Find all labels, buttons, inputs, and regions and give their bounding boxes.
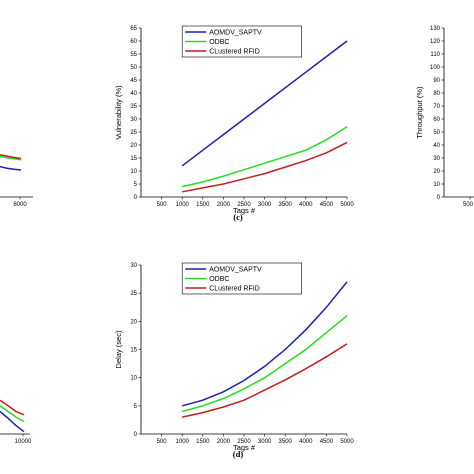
y-tick-label: 100	[430, 65, 441, 71]
y-tick-label: 25	[130, 130, 137, 136]
x-tick-label: 3000	[258, 439, 272, 445]
y-tick-label: 10	[130, 169, 137, 175]
x-tick-label: 5000	[340, 439, 354, 445]
x-tick-label: 1000	[176, 202, 190, 208]
x-axis-label: Tags #	[233, 443, 256, 452]
x-tick-label: 2500	[237, 202, 251, 208]
x-tick-label: 1000	[176, 439, 190, 445]
y-tick-label: 120	[430, 39, 441, 45]
y-tick-label: 15	[130, 348, 137, 354]
chart-bottom-left-partial: 10000	[0, 399, 32, 445]
y-tick-label: 40	[433, 143, 440, 149]
x-tick-label: 1500	[196, 202, 210, 208]
series-line	[182, 126, 348, 188]
y-tick-label: 50	[130, 65, 137, 71]
x-tick-label: 1500	[196, 439, 210, 445]
legend-entry: ODBC	[209, 39, 229, 46]
y-tick-label: 0	[134, 195, 138, 201]
series-line	[182, 343, 348, 418]
x-tick-label: 500	[157, 202, 168, 208]
y-tick-label: 35	[130, 104, 137, 110]
x-tick-label: 500	[157, 439, 168, 445]
legend-entry: AOMDV_SAPTV	[209, 29, 262, 36]
chart-c: 0 5 10 15 20 25 30 35 40 45 50 55 60 65 500 1000 1500 200…	[114, 25, 354, 222]
x-axis-label: Tags #	[233, 206, 256, 215]
series-line	[182, 281, 348, 407]
panel-caption: (c)	[233, 212, 243, 222]
y-axis-label: Delay (sec)	[114, 330, 123, 368]
x-tick-label: 3000	[258, 202, 272, 208]
x-tick-label: 10000	[15, 439, 32, 445]
legend-entry: AOMDV_SAPTV	[209, 266, 262, 273]
y-tick-label: 0	[437, 195, 441, 201]
x-tick-label: 4000	[299, 439, 313, 445]
series-line	[0, 410, 25, 433]
y-tick-label: 30	[130, 117, 137, 123]
y-tick-label: 30	[433, 156, 440, 162]
y-tick-label: 5	[134, 182, 138, 188]
legend-entry: CLustered RFID	[209, 48, 260, 55]
series-line	[0, 154, 22, 160]
y-tick-label: 20	[130, 143, 137, 149]
y-tick-label: 60	[433, 117, 440, 123]
y-tick-label: 25	[130, 291, 137, 297]
y-tick-label: 20	[130, 319, 137, 325]
y-tick-label: 5	[134, 404, 138, 410]
series-line	[181, 40, 348, 167]
chart-d: 0 5 10 15 20 25 30 500 1000 1500 2000 2500 3000 3500 4…	[114, 262, 354, 459]
y-tick-label: 45	[130, 78, 137, 84]
y-tick-label: 80	[433, 91, 440, 97]
x-tick-label: 4000	[299, 202, 313, 208]
y-tick-label: 20	[433, 169, 440, 175]
y-tick-label: 90	[433, 78, 440, 84]
y-tick-label: 55	[130, 52, 137, 58]
panel-caption: (d)	[233, 449, 244, 459]
series-line	[0, 399, 25, 416]
series-line	[0, 155, 22, 161]
x-tick-label: 3500	[279, 202, 293, 208]
y-tick-label: 65	[130, 26, 137, 32]
legend: AOMDV_SAPTV ODBC CLustered RFID	[181, 25, 302, 58]
y-tick-label: 30	[130, 263, 137, 269]
legend-entry: CLustered RFID	[209, 285, 260, 292]
y-tick-label: 110	[430, 52, 440, 58]
series-line	[181, 315, 348, 413]
y-tick-label: 10	[433, 182, 440, 188]
y-axis-label: Vulnerability (%)	[114, 85, 123, 140]
x-tick-label: 4500	[320, 439, 334, 445]
x-tick-label: 5000	[340, 202, 354, 208]
y-tick-label: 40	[130, 91, 137, 97]
y-tick-label: 130	[430, 26, 441, 32]
legend: AOMDV_SAPTV ODBC CLustered RFID	[181, 262, 302, 295]
y-axis-label: Throughput (%)	[415, 86, 424, 139]
x-tick-label: 2500	[237, 439, 251, 445]
series-line	[0, 405, 25, 423]
x-tick-label: 3500	[279, 439, 293, 445]
y-tick-label: 15	[130, 156, 137, 162]
x-tick-label: 4500	[320, 202, 334, 208]
series-line	[0, 165, 22, 171]
y-tick-label: 70	[433, 104, 440, 110]
legend-entry: ODBC	[209, 276, 229, 283]
x-tick-label: 2000	[217, 202, 231, 208]
chart-top-left-partial: 8000	[0, 154, 33, 208]
y-tick-label: 0	[134, 432, 138, 438]
y-tick-label: 50	[433, 130, 440, 136]
x-tick-label: 8000	[13, 202, 27, 208]
y-tick-label: 10	[130, 376, 137, 382]
chart-top-right-partial: 0 10 20 30 40 50 60 70 80 90 100 110 120 130 500 Throug…	[415, 26, 474, 208]
x-tick-label: 500	[463, 202, 474, 208]
y-tick-label: 60	[130, 39, 137, 45]
x-tick-label: 2000	[217, 439, 231, 445]
series-line	[182, 141, 348, 193]
